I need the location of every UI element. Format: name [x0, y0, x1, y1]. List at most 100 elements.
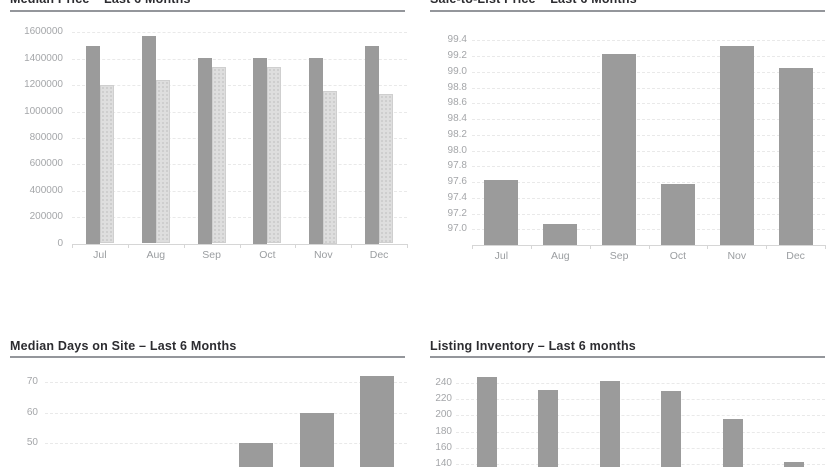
gridline: [456, 383, 825, 384]
gridline: [72, 190, 407, 192]
title-underline: [430, 356, 825, 358]
x-axis-tick: [707, 245, 709, 249]
y-axis-tick-label: 99.0: [447, 65, 467, 77]
x-axis-tick: [766, 245, 768, 249]
y-axis-tick-label: 220: [435, 393, 452, 405]
y-axis-tick-label: 97.4: [447, 191, 467, 203]
y-axis-tick-label: 97.0: [447, 223, 467, 235]
bar-oct: [253, 58, 268, 244]
title-underline: [430, 10, 825, 12]
bar-nov: [722, 418, 743, 467]
gridline: [72, 111, 407, 113]
gridline: [472, 150, 825, 152]
y-axis-tick-label: 180: [435, 425, 452, 437]
gridline: [472, 119, 825, 120]
bar-aug: [543, 223, 578, 245]
bar-nov: [309, 58, 324, 244]
x-axis-label: Jul: [93, 249, 107, 261]
bar-nov: [323, 91, 338, 244]
x-axis-label: Aug: [550, 250, 570, 262]
y-axis-tick-label: 99.2: [447, 50, 467, 61]
x-axis-tick: [648, 245, 650, 249]
x-axis-label: Sep: [202, 249, 221, 261]
y-axis-tick-label: 98.8: [447, 81, 467, 93]
gridline: [72, 137, 407, 139]
bar-oct: [267, 67, 282, 244]
gridline: [472, 56, 825, 57]
bar-dec: [359, 375, 394, 467]
bar-oct: [239, 443, 274, 467]
bar-oct: [661, 391, 682, 467]
bar-sep: [197, 58, 212, 244]
x-axis-label: Oct: [259, 249, 276, 261]
gridline: [472, 71, 825, 73]
gridline: [472, 182, 825, 183]
bar-sep: [602, 54, 637, 245]
bar-nov: [719, 45, 754, 245]
y-axis-tick-label: 200: [435, 409, 452, 421]
x-axis-label: Nov: [313, 249, 333, 261]
bar-dec: [778, 67, 813, 245]
y-axis-tick-label: 70: [26, 376, 38, 387]
chart-title-median-days: Median Days on Site – Last 6 Months: [10, 339, 237, 353]
chart-title-median-price: Median Price – Last 6 Months: [10, 0, 191, 6]
bar-dec: [365, 45, 380, 244]
gridline: [45, 412, 407, 414]
x-axis-tick: [407, 243, 408, 248]
bar-dec: [784, 462, 805, 467]
x-axis-tick: [239, 243, 241, 248]
bar-dec: [379, 94, 394, 244]
x-axis-label: Nov: [727, 250, 747, 262]
y-axis-tick-label: 1200000: [24, 79, 63, 91]
gridline: [72, 32, 407, 34]
gridline: [45, 443, 407, 444]
bar-sep: [211, 67, 226, 244]
x-axis-tick: [183, 243, 185, 248]
bar-aug: [141, 36, 156, 244]
y-axis-tick-label: 98.2: [447, 128, 467, 140]
gridline: [472, 229, 825, 231]
x-axis-tick: [825, 245, 826, 249]
x-axis-tick: [530, 245, 532, 249]
gridline: [456, 447, 825, 449]
y-axis-tick-label: 600000: [29, 158, 63, 170]
y-axis-tick-label: 200000: [29, 211, 63, 223]
bar-aug: [538, 390, 559, 467]
bar-jul: [484, 179, 519, 245]
y-axis-tick-label: 97.2: [447, 207, 467, 219]
gridline: [456, 431, 825, 433]
gridline: [72, 164, 407, 166]
gridline: [72, 85, 407, 87]
gridline: [472, 40, 825, 42]
y-axis-tick-label: 97.8: [447, 160, 467, 172]
bar-oct: [660, 183, 695, 245]
y-axis-tick-label: 800000: [29, 131, 63, 143]
x-axis-label: Dec: [786, 250, 805, 262]
gridline: [456, 399, 825, 401]
x-axis-tick: [351, 243, 353, 248]
bar-sep: [599, 381, 620, 467]
gridline: [472, 103, 825, 105]
y-axis-tick-label: 400000: [29, 184, 63, 196]
y-axis-tick-label: 140: [435, 458, 452, 467]
x-axis-tick: [589, 245, 591, 249]
gridline: [472, 166, 825, 168]
title-underline: [10, 356, 405, 358]
x-axis-label: Aug: [146, 249, 166, 261]
y-axis-tick-label: 98.4: [447, 113, 467, 124]
gridline: [456, 464, 825, 465]
y-axis-tick-label: 97.6: [447, 176, 467, 187]
gridline: [72, 58, 407, 60]
x-axis-tick: [127, 243, 129, 248]
title-underline: [10, 10, 405, 12]
y-axis-tick-label: 50: [26, 437, 38, 448]
bar-jul: [85, 45, 100, 244]
x-axis-label: Sep: [609, 250, 629, 262]
y-axis-tick-label: 160: [435, 441, 452, 453]
y-axis-tick-label: 1400000: [24, 52, 63, 64]
y-axis-tick-label: 1600000: [24, 26, 63, 38]
gridline: [45, 382, 407, 383]
bar-nov: [299, 412, 334, 467]
y-axis-tick-label: 98.0: [447, 144, 467, 156]
x-axis-label: Jul: [494, 250, 509, 262]
